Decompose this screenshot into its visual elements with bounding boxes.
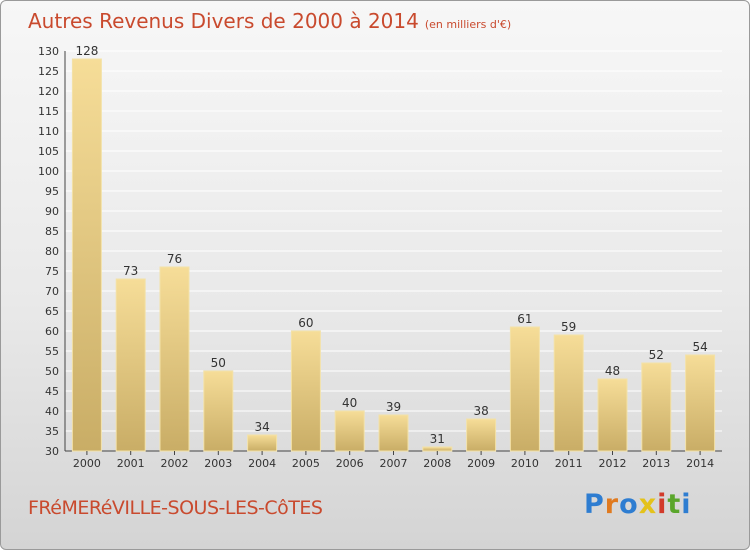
bar-value-label: 50: [211, 356, 226, 370]
y-tick-label: 70: [45, 285, 59, 298]
y-tick-label: 40: [45, 405, 59, 418]
bar: [334, 410, 365, 452]
logo-letter: i: [681, 489, 692, 520]
x-tick-label: 2004: [248, 457, 276, 470]
y-tick-label: 75: [45, 265, 59, 278]
x-tick-label: 2003: [204, 457, 232, 470]
bar-value-label: 61: [517, 312, 532, 326]
bar: [466, 418, 497, 452]
x-tick-label: 2007: [380, 457, 408, 470]
logo-letter: o: [619, 489, 639, 520]
bar-value-label: 52: [649, 348, 664, 362]
y-tick-label: 45: [45, 385, 59, 398]
y-tick-label: 100: [38, 165, 59, 178]
y-tick-label: 110: [38, 125, 59, 138]
bar-value-label: 128: [75, 44, 98, 58]
x-tick-label: 2008: [423, 457, 451, 470]
y-tick-label: 50: [45, 365, 59, 378]
y-tick-label: 80: [45, 245, 59, 258]
bar: [115, 278, 146, 452]
y-tick-label: 130: [38, 45, 59, 58]
x-tick-label: 2009: [467, 457, 495, 470]
bar: [159, 266, 190, 452]
x-tick-label: 2001: [117, 457, 145, 470]
bar-value-label: 48: [605, 364, 620, 378]
x-tick-label: 2012: [599, 457, 627, 470]
bar: [553, 334, 584, 452]
x-tick-label: 2014: [686, 457, 714, 470]
bar-value-label: 60: [298, 316, 313, 330]
bar-value-label: 38: [473, 404, 488, 418]
commune-name: FRéMERéVILLE-SOUS-LES-CôTES: [28, 497, 323, 519]
chart-unit: (en milliers d'€): [424, 18, 512, 31]
bar-value-label: 73: [123, 264, 138, 278]
bar-value-label: 39: [386, 400, 401, 414]
x-tick-label: 2011: [555, 457, 583, 470]
logo-letter: r: [604, 489, 620, 520]
x-tick-label: 2005: [292, 457, 320, 470]
chart-title: Autres Revenus Divers de 2000 à 2014 (en …: [28, 9, 511, 33]
bar-value-label: 54: [692, 340, 707, 354]
y-tick-label: 120: [38, 85, 59, 98]
x-tick-label: 2013: [642, 457, 670, 470]
bar: [509, 326, 540, 452]
x-tick-label: 2010: [511, 457, 539, 470]
y-tick-label: 115: [38, 105, 59, 118]
bar: [685, 354, 716, 452]
bar: [641, 362, 672, 452]
y-tick-label: 60: [45, 325, 59, 338]
bar-value-label: 31: [430, 432, 445, 446]
logo-letter: x: [638, 489, 658, 520]
bar: [247, 434, 278, 452]
bar: [290, 330, 321, 452]
x-tick-label: 2002: [161, 457, 189, 470]
bar: [422, 446, 453, 452]
y-tick-label: 35: [45, 425, 59, 438]
bar: [597, 378, 628, 452]
logo-letter: i: [657, 489, 668, 520]
x-tick-label: 2006: [336, 457, 364, 470]
proxiti-logo: Proxiti: [584, 489, 692, 520]
y-tick-label: 90: [45, 205, 59, 218]
y-tick-label: 30: [45, 445, 59, 458]
bar-value-label: 34: [254, 420, 269, 434]
logo-letter: P: [584, 489, 605, 520]
logo-letter: t: [667, 489, 682, 520]
y-tick-label: 55: [45, 345, 59, 358]
bar-value-label: 40: [342, 396, 357, 410]
chart-title-text: Autres Revenus Divers de 2000 à 2014: [28, 9, 419, 33]
bar: [71, 58, 102, 452]
y-tick-label: 105: [38, 145, 59, 158]
y-tick-label: 95: [45, 185, 59, 198]
x-tick-label: 2000: [73, 457, 101, 470]
y-tick-label: 85: [45, 225, 59, 238]
bar-value-label: 76: [167, 252, 182, 266]
bar: [203, 370, 234, 452]
y-tick-label: 65: [45, 305, 59, 318]
bar: [378, 414, 409, 452]
bar-value-label: 59: [561, 320, 576, 334]
y-tick-label: 125: [38, 65, 59, 78]
